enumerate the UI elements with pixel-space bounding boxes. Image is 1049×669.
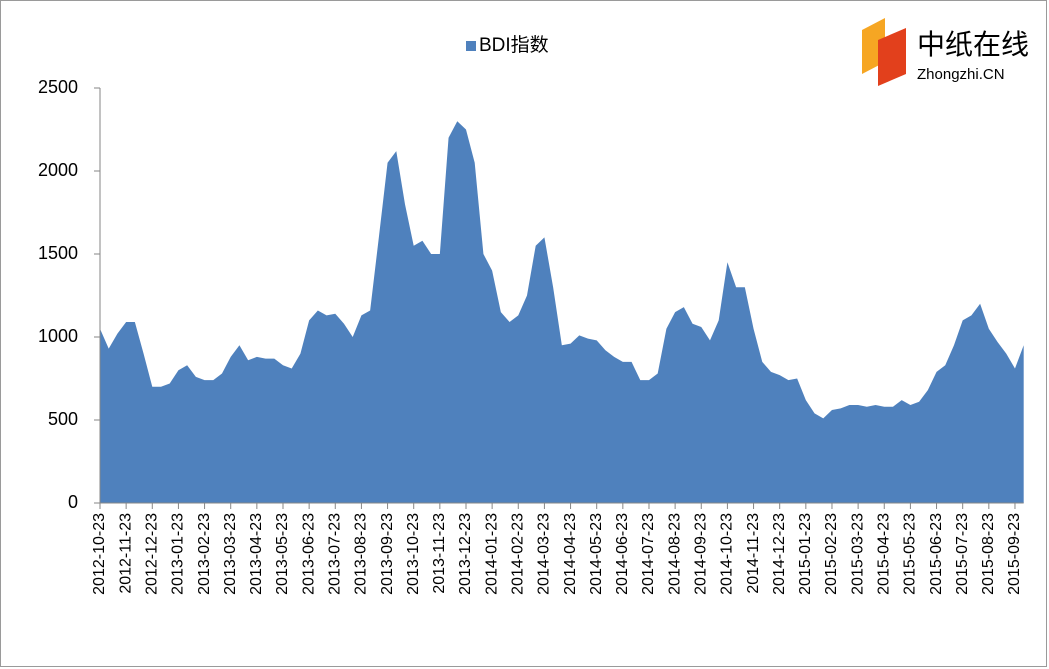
x-tick-label: 2014-06-23 [614,513,631,595]
legend-label: BDI指数 [479,34,549,56]
x-tick-label: 2015-03-23 [849,513,866,595]
x-tick-label: 2013-04-23 [248,513,265,595]
x-tick-label: 2013-07-23 [326,513,343,595]
area [100,121,1024,503]
x-tick-label: 2014-09-23 [692,513,709,595]
x-tick-label: 2013-09-23 [379,513,396,595]
x-tick-label: 2015-05-23 [902,513,919,595]
logo-icon [878,28,906,86]
logo: 中纸在线 Zhongzhi.CN [862,18,1029,86]
x-tick-label: 2013-02-23 [196,513,213,595]
x-tick-label: 2014-08-23 [666,513,683,595]
x-tick-label: 2015-09-23 [1006,513,1023,595]
y-tick-label: 0 [68,492,78,512]
x-tick-label: 2012-12-23 [144,513,161,595]
x-tick-label: 2014-01-23 [483,513,500,595]
x-tick-label: 2014-04-23 [562,513,579,595]
x-tick-label: 2012-11-23 [117,513,134,594]
x-tick-label: 2014-05-23 [588,513,605,595]
y-tick-label: 2500 [38,77,78,97]
x-tick-label: 2014-02-23 [509,513,526,595]
x-tick-label: 2013-06-23 [300,513,317,595]
x-tick-label: 2013-05-23 [274,513,291,595]
x-tick-label: 2013-11-23 [431,513,448,594]
x-tick-label: 2014-07-23 [640,513,657,595]
x-tick-label: 2015-04-23 [875,513,892,595]
y-tick-label: 1500 [38,243,78,263]
y-tick-label: 500 [48,409,78,429]
logo-domain: Zhongzhi.CN [917,66,1005,83]
x-tick-label: 2014-11-23 [745,513,762,594]
x-tick-label: 2012-10-23 [91,513,108,595]
y-tick-label: 2000 [38,160,78,180]
x-tick-label: 2015-01-23 [797,513,814,595]
x-tick-label: 2013-12-23 [457,513,474,595]
x-tick-label: 2015-07-23 [954,513,971,595]
x-tick-label: 2015-02-23 [823,513,840,595]
x-tick-label: 2013-03-23 [222,513,239,595]
legend-swatch [466,41,476,51]
x-tick-label: 2013-08-23 [353,513,370,595]
x-tick-label: 2013-01-23 [170,513,187,595]
x-tick-label: 2014-12-23 [771,513,788,595]
x-tick-label: 2014-10-23 [719,513,736,595]
logo-name: 中纸在线 [917,29,1029,60]
x-tick-label: 2015-06-23 [928,513,945,595]
x-tick-label: 2015-08-23 [980,513,997,595]
x-tick-label: 2014-03-23 [536,513,553,595]
x-tick-label: 2013-10-23 [405,513,422,595]
y-tick-label: 1000 [38,326,78,346]
